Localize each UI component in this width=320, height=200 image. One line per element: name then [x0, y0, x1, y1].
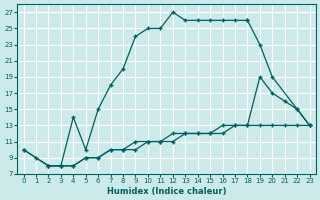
X-axis label: Humidex (Indice chaleur): Humidex (Indice chaleur)	[107, 187, 226, 196]
